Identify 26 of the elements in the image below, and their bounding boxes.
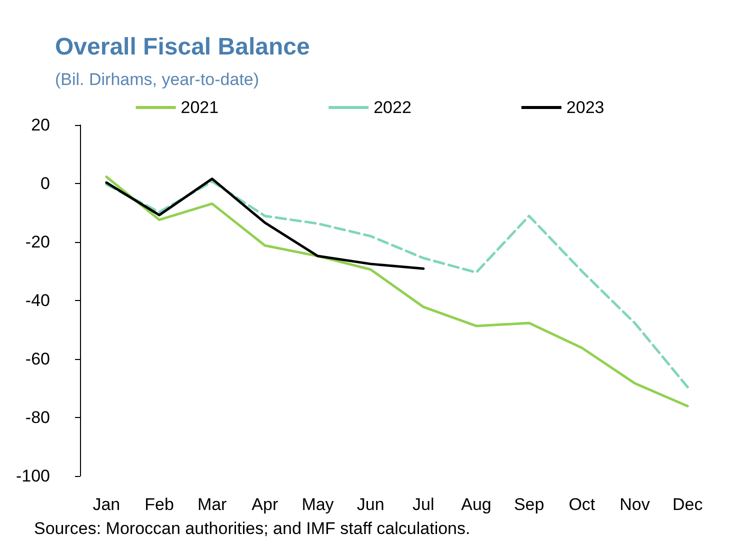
source-note: Sources: Moroccan authorities; and IMF staff calculations. [34,519,470,538]
legend-label: 2021 [180,98,219,117]
x-tick-label: Jun [356,495,384,514]
chart-subtitle: (Bil. Dirhams, year-to-date) [55,70,260,89]
x-tick-label: Aug [461,495,492,514]
x-tick-label: Jul [412,495,434,514]
y-tick-label: 20 [31,116,50,134]
x-tick-label: Sep [514,495,544,514]
y-tick-label: -20 [25,232,50,252]
y-tick-label: -80 [25,408,50,427]
y-tick-label: 0 [40,174,50,193]
x-tick-label: Feb [144,495,174,514]
x-tick-label: Apr [252,495,278,514]
y-tick-label: -60 [25,350,50,368]
x-tick-label: Oct [568,495,596,514]
x-tick-label: Mar [197,495,228,514]
x-tick-label: Nov [620,495,650,514]
chart-title: Overall Fiscal Balance [55,34,310,60]
legend-label: 2022 [374,98,412,117]
x-tick-label: Jan [92,495,120,514]
y-tick-label: -40 [25,291,50,310]
line-series [105,178,425,270]
x-tick-label: May [302,495,334,514]
y-tick-label: -100 [16,466,50,486]
x-tick-label: Dec [672,495,704,514]
legend-label: 2023 [566,98,604,117]
